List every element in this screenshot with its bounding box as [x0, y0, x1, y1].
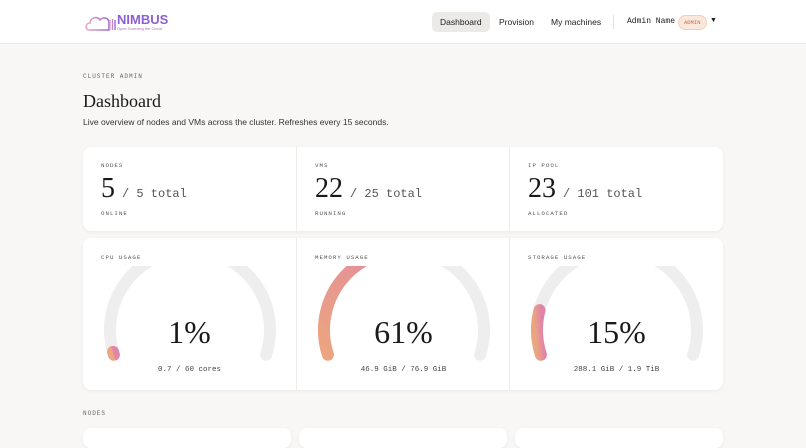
gauge-value-arc — [318, 266, 367, 361]
node-card[interactable] — [83, 428, 291, 448]
usage-label: CPU USAGE — [101, 254, 142, 261]
memory-gauge — [318, 266, 490, 361]
stat-total: / 5 total — [122, 187, 187, 201]
user-name[interactable]: Admin Name — [627, 17, 676, 26]
logo[interactable]: NIMBUS Open Sourcing the Cloud — [85, 12, 168, 32]
page-subtitle: Live overview of nodes and VMs across th… — [83, 117, 389, 127]
stat-value: 5 — [101, 173, 115, 204]
page-eyebrow: CLUSTER ADMIN — [83, 73, 143, 80]
stat-value: 23 — [528, 173, 556, 204]
stat-value: 22 — [315, 173, 343, 204]
gauge-track — [104, 266, 276, 361]
stat-status: ALLOCATED — [528, 210, 569, 217]
nav-dashboard[interactable]: Dashboard — [432, 12, 490, 32]
nodes-heading: NODES — [83, 410, 107, 417]
usage-label: STORAGE USAGE — [528, 254, 587, 261]
stat-ip-pool: IP POOL 23 / 101 total ALLOCATED — [509, 147, 722, 231]
usage-card: CPU USAGE 1% 0.7 / 60 cores MEMORY USAGE… — [83, 238, 723, 390]
stat-status: RUNNING — [315, 210, 347, 217]
node-card[interactable] — [299, 428, 507, 448]
cpu-usage: CPU USAGE 1% 0.7 / 60 cores — [83, 238, 296, 390]
usage-detail: 46.9 GiB / 76.9 GiB — [360, 366, 447, 374]
page-title: Dashboard — [83, 91, 161, 111]
stat-label: IP POOL — [528, 162, 560, 169]
usage-detail: 288.1 GiB / 1.9 TiB — [573, 366, 660, 374]
stat-status: ONLINE — [101, 210, 128, 217]
top-bar: NIMBUS Open Sourcing the Cloud Dashboard… — [0, 0, 806, 44]
stat-nodes: NODES 5 / 5 total ONLINE — [83, 147, 296, 231]
role-badge: ADMIN — [678, 15, 707, 30]
nav-provision[interactable]: Provision — [499, 17, 534, 27]
cloud-logo-icon — [85, 16, 116, 31]
memory-usage: MEMORY USAGE 61% 46.9 GiB / 76.9 GiB — [296, 238, 509, 390]
gauge-value-arc — [531, 304, 547, 361]
divider — [613, 15, 614, 29]
chevron-down-icon[interactable]: ▼ — [710, 17, 717, 24]
stat-label: NODES — [101, 162, 124, 169]
nav-my-machines[interactable]: My machines — [551, 17, 602, 27]
storage-usage: STORAGE USAGE 15% 288.1 GiB / 1.9 TiB — [509, 238, 722, 390]
usage-label: MEMORY USAGE — [315, 254, 369, 261]
stat-vms: VMS 22 / 25 total RUNNING — [296, 147, 509, 231]
gauge-value-arc — [107, 345, 120, 361]
stat-total: / 101 total — [563, 187, 643, 201]
cpu-gauge — [104, 266, 276, 361]
stat-total: / 25 total — [350, 187, 423, 201]
storage-gauge — [531, 266, 703, 361]
stats-card: NODES 5 / 5 total ONLINE VMS 22 / 25 tot… — [83, 147, 723, 231]
usage-percent: 15% — [587, 314, 646, 350]
stat-label: VMS — [315, 162, 329, 169]
usage-percent: 61% — [374, 314, 433, 350]
brand-tagline: Open Sourcing the Cloud — [117, 25, 162, 31]
usage-detail: 0.7 / 60 cores — [157, 366, 221, 374]
usage-percent: 1% — [168, 314, 211, 350]
brand-name: NIMBUS — [117, 11, 169, 27]
node-card[interactable] — [515, 428, 723, 448]
